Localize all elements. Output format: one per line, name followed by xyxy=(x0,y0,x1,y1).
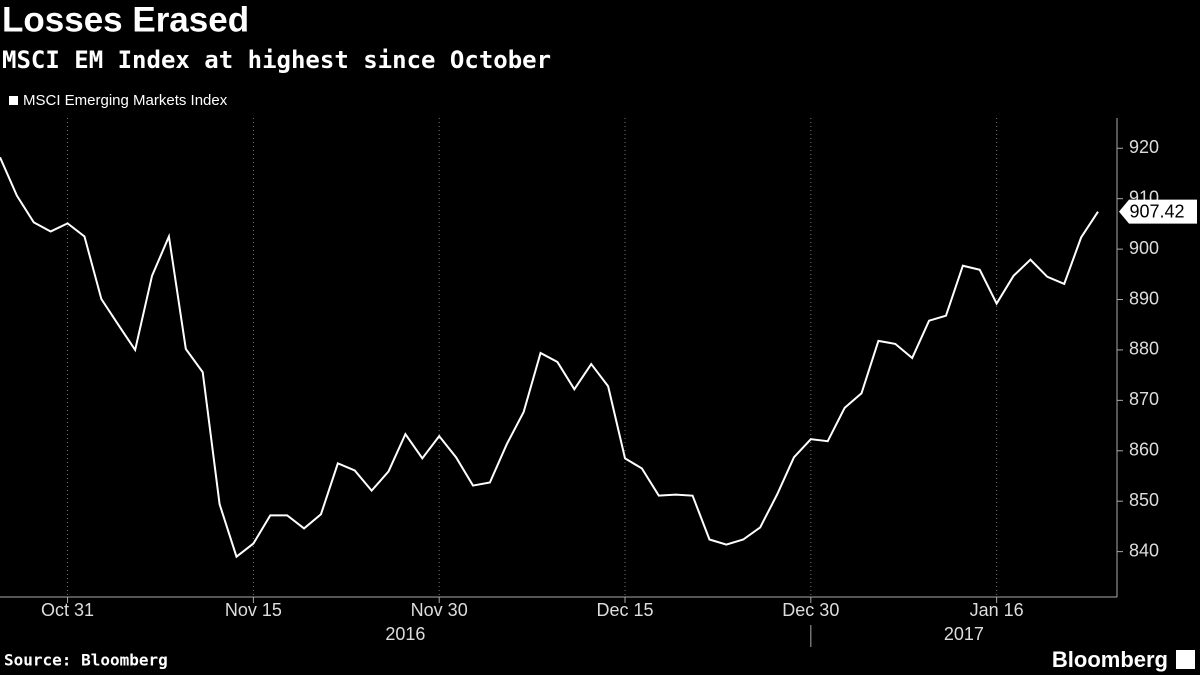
x-tick-label: Nov 15 xyxy=(225,600,282,620)
y-tick-label: 880 xyxy=(1129,339,1159,359)
x-tick-label: Oct 31 xyxy=(41,600,94,620)
year-label: 2016 xyxy=(385,624,425,644)
last-value-tag xyxy=(1119,199,1197,224)
y-tick-label: 850 xyxy=(1129,490,1159,510)
y-tick-label: 840 xyxy=(1129,540,1159,560)
year-label: 2017 xyxy=(944,624,984,644)
x-tick-label: Jan 16 xyxy=(970,600,1024,620)
legend-label: MSCI Emerging Markets Index xyxy=(23,92,228,109)
y-tick-label: 920 xyxy=(1129,137,1159,157)
x-tick-label: Nov 30 xyxy=(411,600,468,620)
brand: Bloomberg xyxy=(1052,647,1168,672)
line xyxy=(0,156,1099,559)
y-tick-label: 870 xyxy=(1129,389,1159,409)
x-tick-label: Dec 30 xyxy=(782,600,839,620)
brand-icon xyxy=(1176,650,1195,669)
x-tick-label: Dec 15 xyxy=(596,600,653,620)
last-value-label: 907.42 xyxy=(1129,201,1184,221)
y-tick-label: 900 xyxy=(1129,238,1159,258)
chart-subtitle: MSCI EM Index at highest since October xyxy=(2,46,551,74)
chart-title: Losses Erased xyxy=(2,0,249,39)
y-tick-label: 860 xyxy=(1129,440,1159,460)
legend-swatch xyxy=(9,96,18,105)
y-tick-label: 890 xyxy=(1129,288,1159,308)
source: Source: Bloomberg xyxy=(4,651,168,670)
